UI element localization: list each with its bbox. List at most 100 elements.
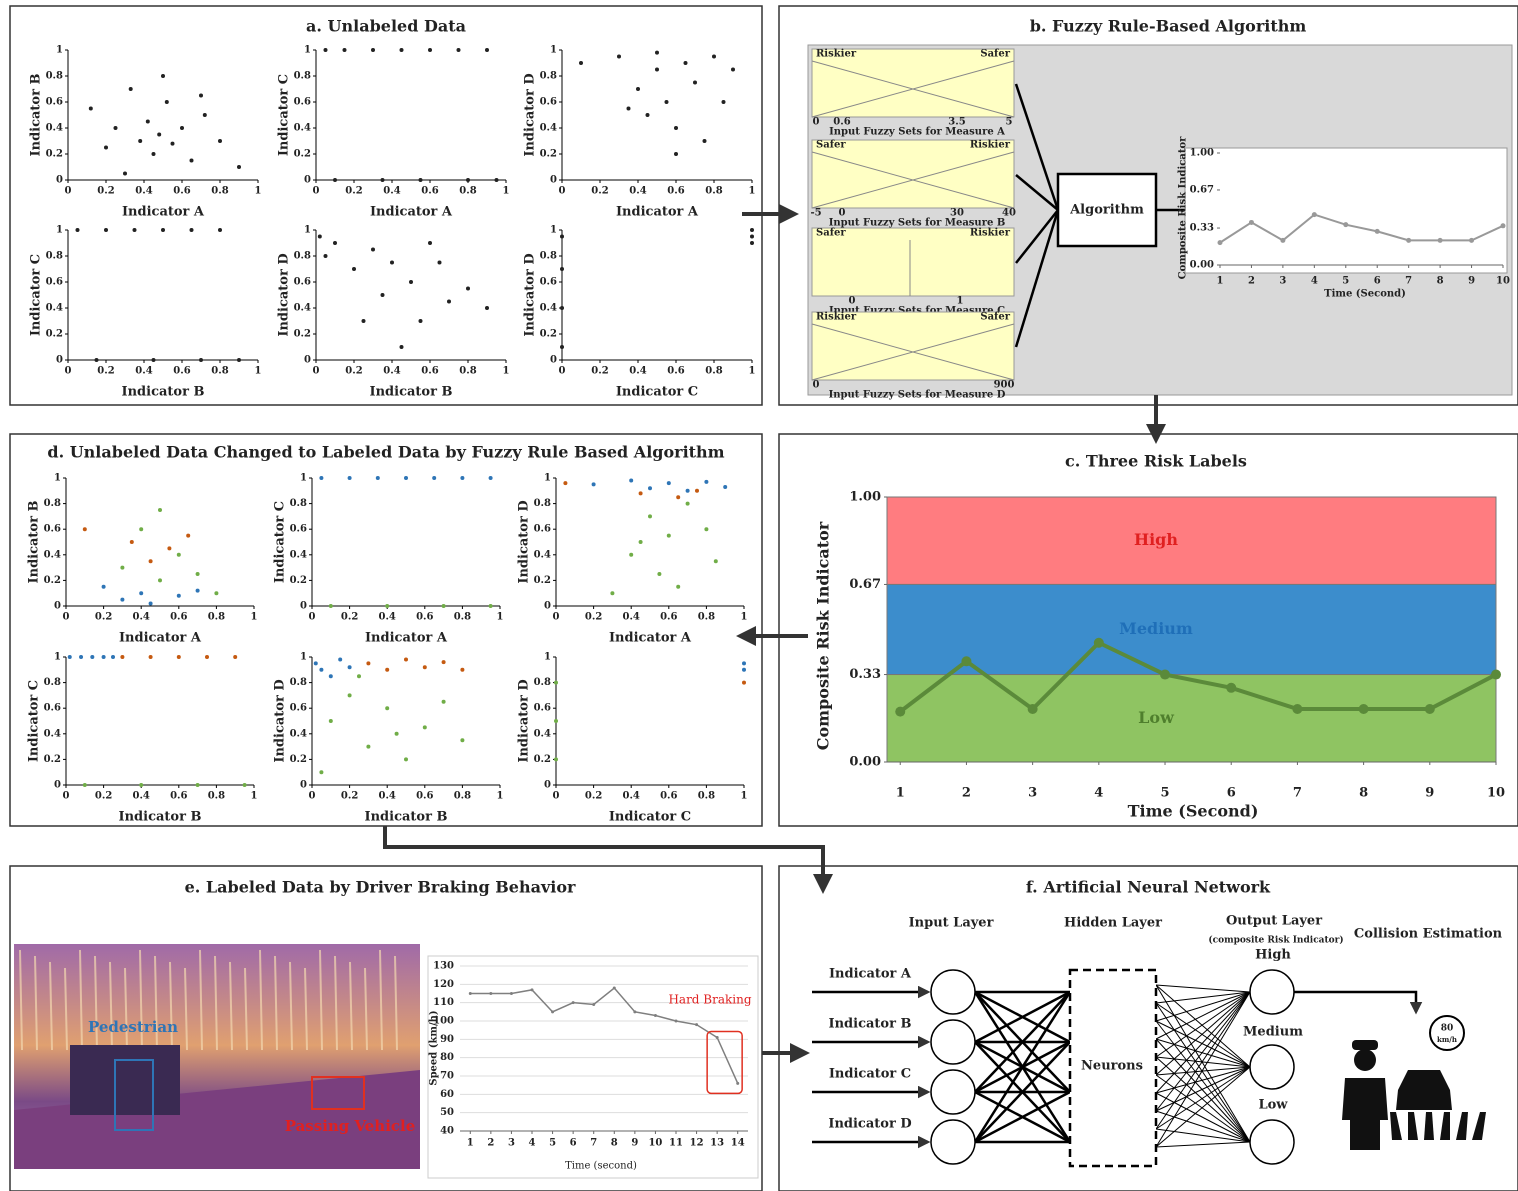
data-point — [428, 241, 432, 245]
y-tick-label: 0.4 — [290, 728, 307, 739]
input-label: Indicator D — [828, 1117, 911, 1132]
x-tick-label: 0 — [65, 186, 72, 197]
x-axis-label: Indicator A — [122, 205, 205, 220]
x-tick-label: 0.4 — [622, 791, 639, 802]
line-point — [1312, 212, 1317, 217]
layer-note: (composite Risk Indicator) — [1208, 935, 1343, 946]
y-tick-label: 1 — [544, 473, 551, 484]
input-label: Indicator C — [829, 1067, 911, 1082]
data-point — [366, 745, 370, 749]
line-point — [654, 1014, 657, 1017]
x-tick-label: 0.8 — [208, 612, 225, 623]
x-axis-label: Indicator C — [609, 810, 691, 825]
y-tick-label: 130 — [433, 961, 454, 972]
x-tick-label: 6 — [570, 1138, 577, 1149]
data-point — [104, 146, 108, 150]
y-tick-label: 1 — [300, 473, 307, 484]
y-tick-label: 0.8 — [290, 498, 307, 509]
y-tick-label: 0.4 — [44, 728, 61, 739]
x-tick-label: 1 — [741, 612, 748, 623]
data-point — [466, 287, 470, 291]
data-point — [123, 172, 127, 176]
y-tick-label: 0.4 — [294, 303, 311, 314]
y-tick-label: 0.6 — [540, 97, 557, 108]
x-axis-label: Indicator C — [616, 385, 698, 400]
panel-title: e. Labeled Data by Driver Braking Behavi… — [185, 878, 576, 897]
y-tick-label: 120 — [433, 979, 454, 990]
line-point — [1226, 683, 1236, 693]
data-point — [171, 142, 175, 146]
y-tick-label: 0.8 — [540, 71, 557, 82]
set-caption: Input Fuzzy Sets for Measure D — [829, 390, 1006, 401]
icon-car — [1396, 1070, 1452, 1110]
output-label: Low — [1258, 1098, 1288, 1113]
x-tick-label: 1 — [467, 1138, 474, 1149]
data-point — [655, 68, 659, 72]
y-tick-label: 0.2 — [540, 149, 557, 160]
data-point — [629, 553, 633, 557]
y-tick-label: 1 — [550, 225, 557, 236]
output-label: High — [1255, 948, 1291, 963]
x-axis-label: Indicator B — [365, 810, 448, 825]
data-point — [554, 681, 558, 685]
y-tick-label: 0.6 — [46, 277, 63, 288]
data-point — [423, 665, 427, 669]
data-point — [419, 178, 423, 182]
x-tick-label: 2 — [487, 1138, 494, 1149]
icon-body — [1342, 1078, 1388, 1150]
x-tick-label: 0.2 — [95, 612, 112, 623]
x-tick-label: 5 — [1342, 276, 1349, 287]
x-tick-label: 3 — [1028, 786, 1037, 801]
y-tick-label: 0.2 — [290, 575, 307, 586]
y-tick-label: 0.8 — [534, 498, 551, 509]
x-tick-label: 0.2 — [341, 791, 358, 802]
y-tick-label: 0.2 — [534, 754, 551, 765]
x-tick-label: 0.6 — [170, 791, 187, 802]
data-point — [385, 668, 389, 672]
x-tick-label: 0 — [313, 366, 320, 377]
x-tick-label: 0.8 — [705, 366, 722, 377]
data-point — [319, 668, 323, 672]
data-point — [731, 68, 735, 72]
y-tick-label: 1 — [54, 473, 61, 484]
data-point — [554, 719, 558, 723]
x-tick-label: 0.8 — [454, 791, 471, 802]
x-axis-label: Indicator B — [122, 385, 205, 400]
plot-area — [66, 478, 254, 606]
data-point — [362, 319, 366, 323]
x-axis-label: Time (second) — [565, 1161, 637, 1172]
x-tick-label: 0 — [65, 366, 72, 377]
plot-area — [316, 50, 506, 180]
x-tick-label: 5 — [1160, 786, 1169, 801]
y-tick-label: 0.8 — [46, 71, 63, 82]
data-point — [723, 485, 727, 489]
x-tick-label: 1 — [497, 612, 504, 623]
data-point — [460, 476, 464, 480]
x-tick-label: 1 — [1217, 276, 1224, 287]
line-point — [1425, 704, 1435, 714]
icon-cap — [1352, 1040, 1378, 1050]
y-tick-label: 0 — [54, 780, 61, 791]
layer-label: Input Layer — [909, 916, 994, 931]
y-tick-label: 0 — [550, 175, 557, 186]
data-point — [395, 732, 399, 736]
x-tick-label: 8 — [1437, 276, 1444, 287]
line-point — [613, 987, 616, 990]
image-label: Passing Vehicle — [285, 1117, 416, 1135]
x-tick-label: 0.2 — [585, 612, 602, 623]
data-point — [180, 126, 184, 130]
data-point — [329, 719, 333, 723]
data-point — [460, 668, 464, 672]
weight — [1156, 992, 1250, 1111]
algorithm-label: Algorithm — [1069, 203, 1144, 218]
line-point — [895, 707, 905, 717]
icon-crosswalk — [1440, 1112, 1450, 1140]
panel-title: a. Unlabeled Data — [306, 17, 466, 36]
set-tick: 0 — [813, 117, 820, 128]
x-tick-label: 0.8 — [459, 366, 476, 377]
x-tick-label: 0.8 — [211, 366, 228, 377]
x-tick-label: 9 — [1425, 786, 1434, 801]
data-point — [485, 48, 489, 52]
data-point — [68, 655, 72, 659]
y-axis-label: Indicator D — [523, 73, 538, 156]
